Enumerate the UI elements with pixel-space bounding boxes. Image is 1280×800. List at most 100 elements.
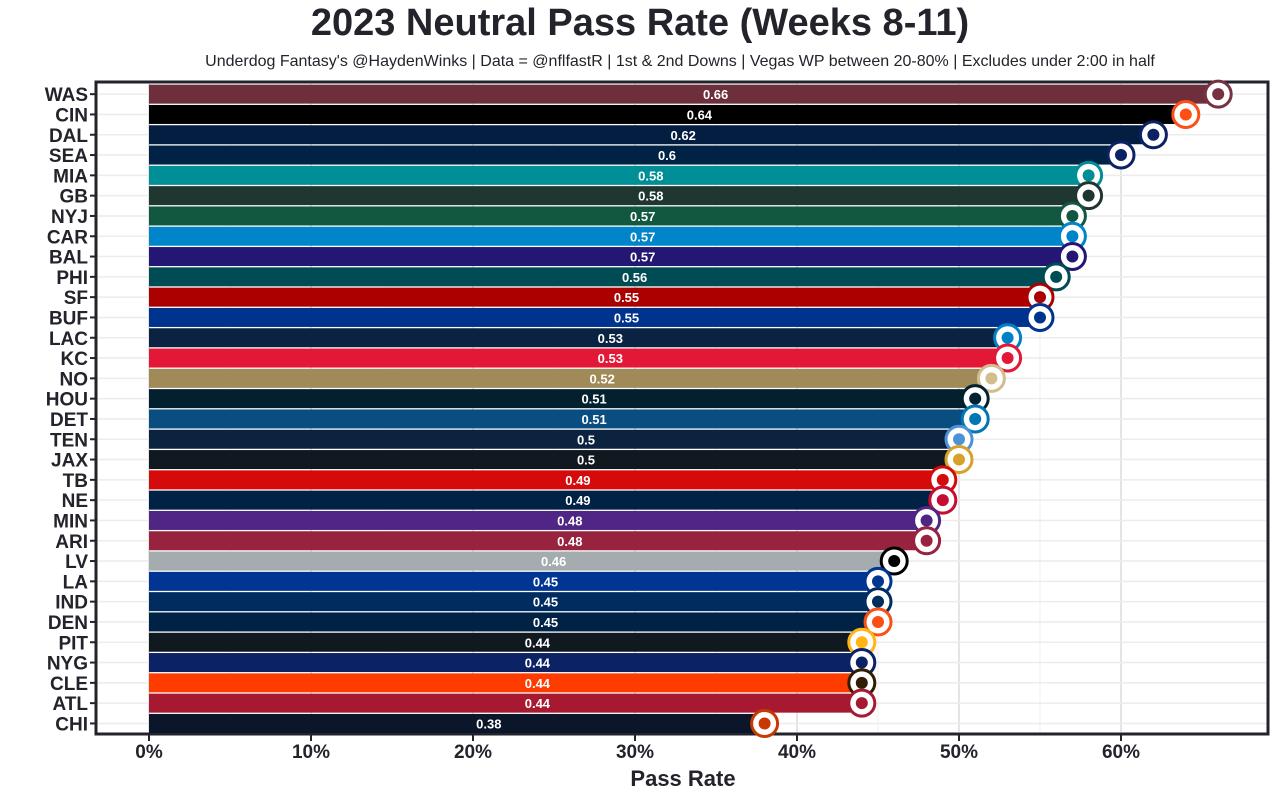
team-logo-icon-inner xyxy=(1066,209,1079,222)
team-logo-icon-inner xyxy=(953,453,965,466)
bar-chi xyxy=(149,713,765,733)
y-tick-label: CHI xyxy=(55,714,88,735)
bar-was xyxy=(149,84,1219,104)
data-label: 0.44 xyxy=(525,676,551,691)
bar-nyj xyxy=(149,206,1073,226)
team-logo-icon-inner xyxy=(1050,270,1063,283)
data-label: 0.51 xyxy=(581,412,606,427)
y-tick-label: DEN xyxy=(48,613,88,634)
y-tick-label: ARI xyxy=(55,532,88,553)
team-logo-icon-inner xyxy=(969,392,982,405)
bar-atl xyxy=(149,693,862,713)
bar-mia xyxy=(149,165,1089,185)
data-label: 0.6 xyxy=(658,148,676,163)
bar-phi xyxy=(149,267,1057,287)
data-label: 0.55 xyxy=(614,290,639,305)
x-axis-tick-labels: 0% 10% 20% 30% 40% 50% 60% xyxy=(135,735,1140,763)
bar-den xyxy=(149,612,878,632)
y-tick-label: BUF xyxy=(49,308,88,329)
bar-jax xyxy=(149,450,959,470)
bar-lac xyxy=(149,328,1008,348)
team-logo-icon-inner xyxy=(953,433,965,446)
bar-gb xyxy=(149,186,1089,206)
bar-ari xyxy=(149,531,927,551)
chart-title: 2023 Neutral Pass Rate (Weeks 8-11) xyxy=(310,2,970,44)
bar-lv xyxy=(149,551,895,571)
y-tick-label: LA xyxy=(63,572,89,593)
y-tick-label: JAX xyxy=(51,451,88,472)
y-tick-label: NE xyxy=(62,491,88,512)
team-logo-icon-inner xyxy=(1001,331,1014,344)
team-logo-icon-inner xyxy=(936,473,949,486)
team-logo-icon-inner xyxy=(758,717,771,730)
data-label: 0.66 xyxy=(703,87,728,102)
y-tick-label: NYG xyxy=(47,654,88,675)
bar-pit xyxy=(149,632,862,652)
y-tick-label: LV xyxy=(65,552,88,573)
bar-la xyxy=(149,571,878,591)
y-tick-label: MIA xyxy=(53,166,88,187)
y-tick-label: DET xyxy=(50,410,88,431)
team-logo-icon-inner xyxy=(855,636,868,649)
team-logo-icon-inner xyxy=(1066,230,1079,243)
bar-ten xyxy=(149,429,959,449)
team-logo-icon-inner xyxy=(985,372,998,385)
y-tick-label: TB xyxy=(63,471,88,492)
y-tick-label: WAS xyxy=(45,85,88,106)
data-label: 0.51 xyxy=(581,392,606,407)
data-label: 0.58 xyxy=(638,189,663,204)
bar-car xyxy=(149,226,1073,246)
data-label: 0.46 xyxy=(541,554,566,569)
y-tick-label: PIT xyxy=(58,633,88,654)
y-tick-label: IND xyxy=(55,593,88,614)
data-label: 0.64 xyxy=(687,107,713,122)
team-logo-icon-inner xyxy=(1082,189,1095,202)
y-tick-label: LAC xyxy=(49,329,88,350)
team-logo-icon-inner xyxy=(1034,311,1046,324)
y-tick-label: DAL xyxy=(49,126,88,147)
data-label: 0.45 xyxy=(533,595,558,610)
bar-ne xyxy=(149,490,943,510)
team-logo-icon-inner xyxy=(1001,352,1014,365)
y-tick-label: HOU xyxy=(46,390,88,411)
bar-hou xyxy=(149,389,976,409)
team-logo-icon-inner xyxy=(1082,169,1095,182)
y-tick-label: SF xyxy=(64,288,88,309)
bar-bal xyxy=(149,247,1073,267)
data-label: 0.45 xyxy=(533,615,558,630)
data-label: 0.57 xyxy=(630,209,655,224)
team-logo-icon-inner xyxy=(1115,149,1127,162)
bar-kc xyxy=(149,348,1008,368)
team-logo-icon-inner xyxy=(888,555,901,568)
bar-no xyxy=(149,368,992,388)
data-label: 0.45 xyxy=(533,574,558,589)
bar-nyg xyxy=(149,653,862,673)
x-tick-label: 0% xyxy=(135,742,163,763)
team-logo-icon-inner xyxy=(920,514,933,527)
data-label: 0.49 xyxy=(565,493,590,508)
y-tick-label: PHI xyxy=(56,268,88,289)
data-label: 0.49 xyxy=(565,473,590,488)
y-tick-label: NYJ xyxy=(51,207,88,228)
bar-cin xyxy=(149,104,1186,124)
team-logo-icon-inner xyxy=(872,615,884,628)
data-label: 0.57 xyxy=(630,250,655,265)
data-label: 0.48 xyxy=(557,534,582,549)
team-logo-icon-inner xyxy=(1066,250,1079,263)
x-tick-label: 40% xyxy=(778,742,816,763)
x-axis-label: Pass Rate xyxy=(630,766,735,791)
y-tick-label: NO xyxy=(60,369,89,390)
team-logo-icon-inner xyxy=(1179,108,1192,121)
data-label: 0.38 xyxy=(476,716,501,731)
team-logo-icon-inner xyxy=(1147,128,1160,141)
x-tick-label: 10% xyxy=(292,742,330,763)
data-label: 0.5 xyxy=(577,453,595,468)
y-tick-label: GB xyxy=(60,187,89,208)
chart-subtitle: Underdog Fantasy's @HaydenWinks | Data =… xyxy=(205,53,1155,70)
bar-dal xyxy=(149,125,1154,145)
x-tick-label: 30% xyxy=(616,742,654,763)
data-label: 0.52 xyxy=(590,371,615,386)
team-logo-icon-inner xyxy=(1212,88,1225,101)
data-label: 0.44 xyxy=(525,696,551,711)
data-label: 0.44 xyxy=(525,656,551,671)
